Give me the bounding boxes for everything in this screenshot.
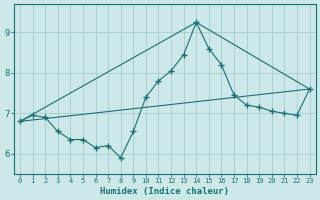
X-axis label: Humidex (Indice chaleur): Humidex (Indice chaleur): [100, 187, 229, 196]
